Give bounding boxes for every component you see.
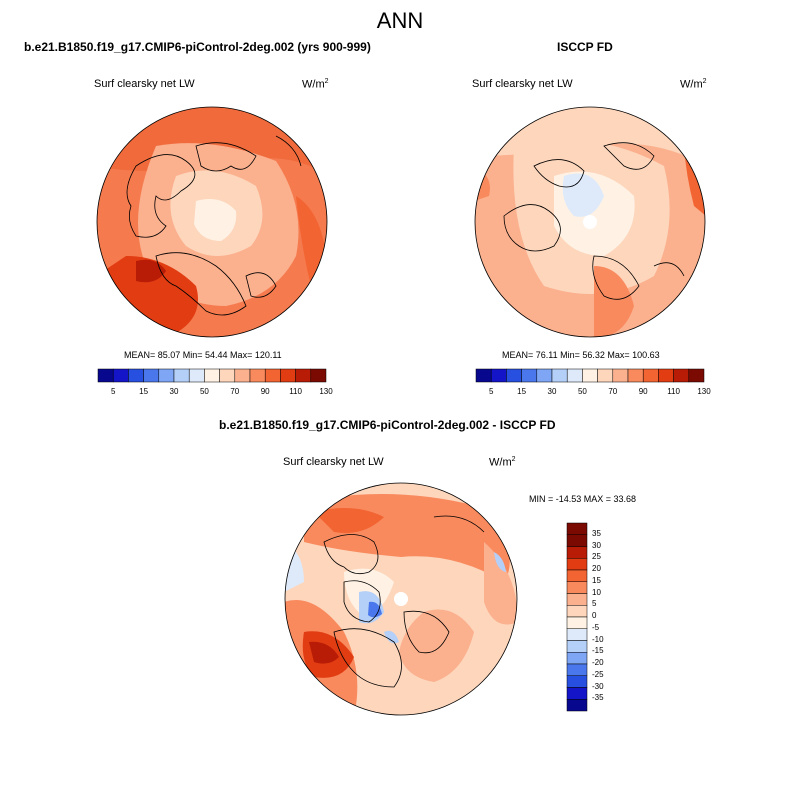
colorbar-swatch bbox=[97, 368, 114, 383]
colorbar-tick-label: 30 bbox=[547, 387, 557, 396]
colorbar-tick-label: 90 bbox=[638, 387, 648, 396]
panel3-units: W/m2 bbox=[489, 456, 516, 469]
panel2-stats: MEAN= 76.11 Min= 56.32 Max= 100.63 bbox=[502, 350, 660, 360]
colorbar-swatch bbox=[566, 593, 588, 606]
colorbar-swatch bbox=[295, 368, 312, 383]
colorbar-tick-label: 130 bbox=[319, 387, 333, 396]
colorbar-swatch bbox=[566, 628, 588, 641]
colorbar-tick-label: -10 bbox=[592, 634, 604, 644]
colorbar-tick-label: 30 bbox=[592, 540, 601, 550]
colorbar-tick-label: 130 bbox=[697, 387, 711, 396]
panel3-title: b.e21.B1850.f19_g17.CMIP6-piControl-2deg… bbox=[219, 418, 556, 432]
colorbar-swatch bbox=[642, 368, 659, 383]
colorbar-tick-label: 15 bbox=[139, 387, 149, 396]
colorbar-swatch bbox=[249, 368, 266, 383]
colorbar-swatch bbox=[173, 368, 190, 383]
colorbar-swatch bbox=[566, 569, 588, 582]
panel2-units: W/m2 bbox=[680, 78, 707, 91]
colorbar-swatch bbox=[264, 368, 281, 383]
colorbar-swatch bbox=[566, 546, 588, 559]
colorbar-swatch bbox=[128, 368, 144, 383]
colorbar-tick-label: 35 bbox=[592, 528, 601, 538]
colorbar-swatch bbox=[582, 368, 598, 383]
colorbar-tick-label: 25 bbox=[592, 552, 601, 562]
colorbar-tick-label: -15 bbox=[592, 646, 604, 656]
colorbar-tick-label: 15 bbox=[517, 387, 527, 396]
colorbar-tick-label: 50 bbox=[577, 387, 587, 396]
colorbar-swatch bbox=[566, 687, 588, 700]
colorbar-tick-label: -35 bbox=[592, 693, 604, 703]
panel1-stats: MEAN= 85.07 Min= 54.44 Max= 120.11 bbox=[124, 350, 282, 360]
colorbar-swatch bbox=[566, 699, 588, 712]
panel2-polar-map bbox=[474, 106, 706, 338]
colorbar-swatch bbox=[566, 558, 588, 571]
colorbar-swatch bbox=[566, 534, 588, 547]
colorbar-tick-label: 0 bbox=[592, 611, 597, 620]
panel1-variable-label: Surf clearsky net LW bbox=[94, 78, 195, 90]
colorbar-swatch bbox=[566, 663, 588, 676]
panel1-title: b.e21.B1850.f19_g17.CMIP6-piControl-2deg… bbox=[24, 40, 371, 54]
colorbar-swatch bbox=[566, 652, 588, 665]
colorbar-tick-label: 20 bbox=[592, 564, 601, 573]
colorbar-tick-label: 110 bbox=[289, 387, 302, 396]
colorbar-tick-label: -25 bbox=[592, 669, 604, 679]
colorbar-tick-label: -20 bbox=[592, 658, 604, 667]
colorbar-swatch bbox=[688, 368, 705, 383]
colorbar-swatch bbox=[566, 616, 588, 629]
colorbar-tick-label: 15 bbox=[592, 575, 601, 585]
panel3-variable-label: Surf clearsky net LW bbox=[283, 456, 384, 468]
colorbar-swatch bbox=[536, 368, 553, 383]
panel1-colorbar bbox=[97, 368, 327, 383]
colorbar-swatch bbox=[612, 368, 629, 383]
colorbar-swatch bbox=[658, 368, 674, 383]
colorbar-swatch bbox=[506, 368, 522, 383]
colorbar-swatch bbox=[234, 368, 251, 383]
colorbar-swatch bbox=[280, 368, 296, 383]
colorbar-tick-label: 50 bbox=[199, 387, 209, 396]
colorbar-swatch bbox=[566, 368, 583, 383]
colorbar-swatch bbox=[204, 368, 220, 383]
colorbar-swatch bbox=[597, 368, 614, 383]
colorbar-swatch bbox=[551, 368, 568, 383]
colorbar-tick-label: 30 bbox=[169, 387, 179, 396]
colorbar-swatch bbox=[112, 368, 129, 383]
colorbar-swatch bbox=[219, 368, 236, 383]
colorbar-swatch bbox=[143, 368, 160, 383]
colorbar-swatch bbox=[188, 368, 205, 383]
colorbar-tick-label: 10 bbox=[592, 587, 601, 597]
panel1-units: W/m2 bbox=[302, 78, 329, 91]
colorbar-swatch bbox=[310, 368, 327, 383]
colorbar-swatch bbox=[627, 368, 644, 383]
colorbar-tick-label: 70 bbox=[608, 387, 618, 396]
colorbar-swatch bbox=[566, 581, 588, 594]
colorbar-swatch bbox=[566, 640, 588, 653]
colorbar-swatch bbox=[475, 368, 492, 383]
colorbar-tick-label: 90 bbox=[260, 387, 270, 396]
colorbar-tick-label: 5 bbox=[592, 599, 597, 609]
colorbar-tick-label: 70 bbox=[230, 387, 240, 396]
colorbar-tick-label: 5 bbox=[110, 387, 116, 396]
panel2-colorbar bbox=[475, 368, 705, 383]
colorbar-swatch bbox=[566, 675, 588, 688]
colorbar-swatch bbox=[673, 368, 690, 383]
colorbar-swatch bbox=[490, 368, 507, 383]
panel2-variable-label: Surf clearsky net LW bbox=[472, 78, 573, 90]
colorbar-tick-label: 5 bbox=[488, 387, 494, 396]
main-title: ANN bbox=[376, 8, 424, 33]
panel3-stats: MIN = -14.53 MAX = 33.68 bbox=[529, 494, 637, 504]
colorbar-swatch bbox=[566, 522, 588, 535]
colorbar-tick-label: -5 bbox=[592, 622, 600, 632]
colorbar-swatch bbox=[158, 368, 175, 383]
panel2-title: ISCCP FD bbox=[557, 40, 613, 54]
panel3-polar-map bbox=[284, 482, 518, 716]
colorbar-tick-label: -30 bbox=[592, 681, 604, 691]
colorbar-swatch bbox=[521, 368, 538, 383]
panel3-colorbar bbox=[566, 522, 588, 712]
colorbar-swatch bbox=[566, 605, 588, 618]
panel1-polar-map bbox=[96, 106, 328, 338]
colorbar-tick-label: 110 bbox=[667, 387, 680, 396]
